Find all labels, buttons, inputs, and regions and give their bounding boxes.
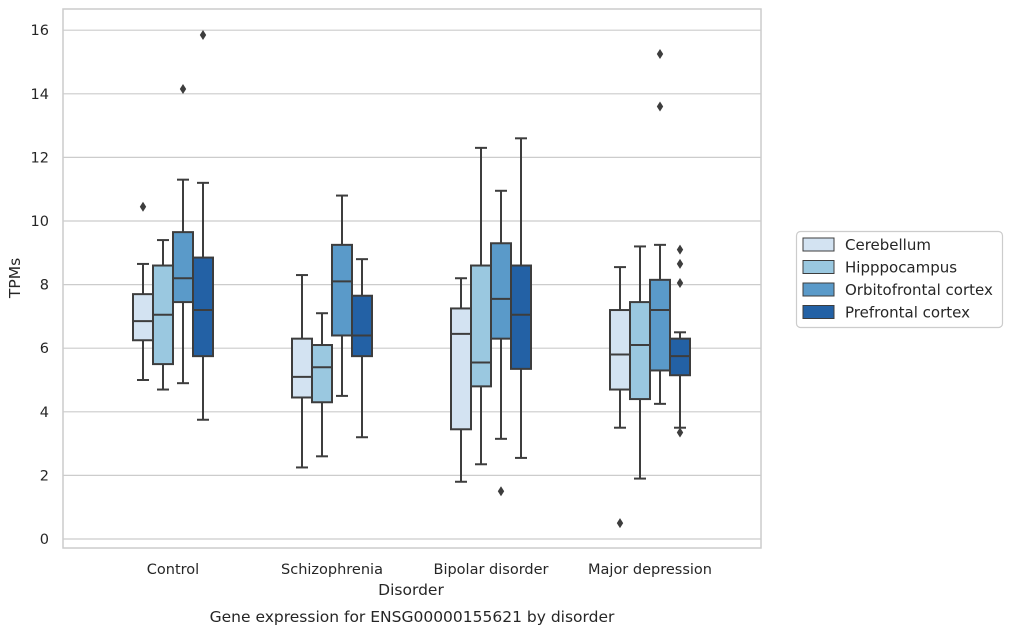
box-iqr <box>609 309 631 391</box>
x-tick-label: Major depression <box>588 562 712 578</box>
box-iqr <box>132 293 154 342</box>
box-prefrontal-cortex <box>669 244 691 438</box>
box-iqr <box>510 264 532 370</box>
box-hipppocampus <box>629 245 651 480</box>
x-axis-ticks: Control Schizophrenia Bipolar disorder Majo… <box>147 562 712 578</box>
outlier-point <box>179 84 187 95</box>
box-prefrontal-cortex <box>351 258 373 439</box>
y-axis-ticks: 0 2 4 6 8 10 12 14 16 <box>31 23 49 548</box>
y-tick-label: 2 <box>40 468 49 484</box>
box-hipppocampus <box>311 312 333 458</box>
x-tick-label: Control <box>147 562 199 578</box>
x-tick-label: Schizophrenia <box>281 562 383 578</box>
box-cerebellum <box>291 274 313 469</box>
chart-caption: Gene expression for ENSG00000155621 by d… <box>210 608 615 626</box>
box-iqr <box>311 344 333 404</box>
outlier-point <box>656 49 664 60</box>
y-tick-label: 12 <box>31 150 49 166</box>
legend: Cerebellum Hipppocampus Orbitofrontal cort… <box>795 230 1004 329</box>
box-prefrontal-cortex <box>192 29 214 421</box>
box-orbitofrontal-cortex <box>649 49 671 405</box>
legend-swatch <box>802 282 835 297</box>
box-iqr <box>192 256 214 358</box>
box-hipppocampus <box>470 146 492 466</box>
outlier-point <box>139 201 147 212</box>
box-iqr <box>649 278 671 372</box>
x-axis-label: Disorder <box>378 581 444 599</box>
y-tick-label: 0 <box>40 532 49 548</box>
box-orbitofrontal-cortex <box>331 194 353 397</box>
boxes <box>132 29 691 529</box>
box-iqr <box>450 307 472 431</box>
legend-swatch <box>802 305 835 319</box>
legend-entry-label: Prefrontal cortex <box>845 304 970 322</box>
outlier-point <box>199 29 207 40</box>
outlier-point <box>616 518 624 529</box>
box-orbitofrontal-cortex <box>490 189 512 497</box>
box-iqr <box>331 243 353 337</box>
y-tick-label: 8 <box>40 278 49 294</box>
box-cerebellum <box>450 277 472 483</box>
y-tick-label: 4 <box>40 405 49 421</box>
outlier-point <box>676 278 684 289</box>
outlier-point <box>497 486 505 497</box>
box-cerebellum <box>609 266 631 529</box>
legend-frame <box>795 230 1004 329</box>
outlier-point <box>676 258 684 269</box>
y-tick-label: 16 <box>31 23 49 39</box>
legend-swatch <box>802 237 835 252</box>
y-tick-label: 6 <box>40 341 49 357</box>
box-hipppocampus <box>152 239 174 391</box>
box-iqr <box>351 294 373 358</box>
y-axis-label: TPMs <box>6 258 24 299</box>
box-orbitofrontal-cortex <box>172 84 194 385</box>
legend-entry-label: Orbitofrontal cortex <box>845 281 993 299</box>
plot-frame <box>62 8 762 549</box>
legend-swatch <box>802 260 835 274</box>
outlier-point <box>676 244 684 255</box>
y-tick-label: 14 <box>31 87 49 103</box>
box-prefrontal-cortex <box>510 137 532 459</box>
box-iqr <box>172 231 194 304</box>
legend-entry-label: Hipppocampus <box>845 259 957 277</box>
box-iqr <box>470 264 492 388</box>
legend-entry-label: Cerebellum <box>845 236 931 254</box>
outlier-point <box>656 101 664 112</box>
box-cerebellum <box>132 201 154 381</box>
x-tick-label: Bipolar disorder <box>434 562 549 578</box>
y-tick-label: 10 <box>31 214 49 230</box>
outlier-point <box>676 427 684 438</box>
box-iqr <box>629 301 651 401</box>
box-iqr <box>291 337 313 399</box>
box-iqr <box>490 242 512 340</box>
